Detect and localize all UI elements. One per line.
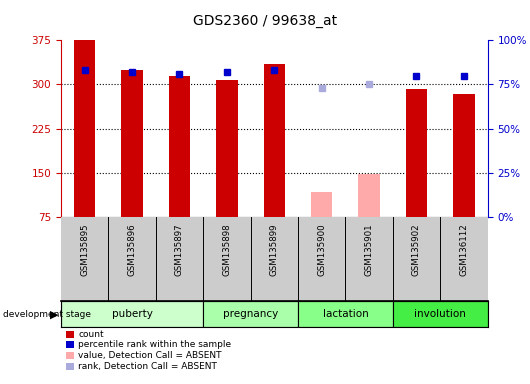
Bar <box>263 64 285 217</box>
Bar <box>406 89 427 217</box>
Bar <box>453 94 474 217</box>
Text: value, Detection Call = ABSENT: value, Detection Call = ABSENT <box>78 351 222 360</box>
Bar <box>61 301 203 327</box>
Bar <box>358 174 380 217</box>
Bar <box>393 301 488 327</box>
Text: ▶: ▶ <box>50 309 58 319</box>
Bar <box>216 80 237 217</box>
Text: involution: involution <box>414 309 466 319</box>
Text: count: count <box>78 329 104 339</box>
Bar <box>298 301 393 327</box>
Text: GSM135897: GSM135897 <box>175 224 184 276</box>
Text: GDS2360 / 99638_at: GDS2360 / 99638_at <box>193 14 337 28</box>
Text: GSM135900: GSM135900 <box>317 224 326 276</box>
Text: lactation: lactation <box>323 309 368 319</box>
Bar <box>74 40 95 217</box>
Text: puberty: puberty <box>112 309 153 319</box>
Text: GSM135902: GSM135902 <box>412 224 421 276</box>
Bar <box>311 192 332 217</box>
Bar <box>169 76 190 217</box>
Text: rank, Detection Call = ABSENT: rank, Detection Call = ABSENT <box>78 362 217 371</box>
Bar <box>121 70 143 217</box>
Text: pregnancy: pregnancy <box>223 309 278 319</box>
Text: development stage: development stage <box>3 310 91 319</box>
Bar <box>203 301 298 327</box>
Text: GSM135898: GSM135898 <box>223 224 232 276</box>
Text: GSM135901: GSM135901 <box>365 224 374 276</box>
Text: GSM135895: GSM135895 <box>80 224 89 276</box>
Text: GSM135899: GSM135899 <box>270 224 279 276</box>
Text: percentile rank within the sample: percentile rank within the sample <box>78 340 232 349</box>
Text: GSM136112: GSM136112 <box>460 224 469 276</box>
Text: GSM135896: GSM135896 <box>128 224 137 276</box>
